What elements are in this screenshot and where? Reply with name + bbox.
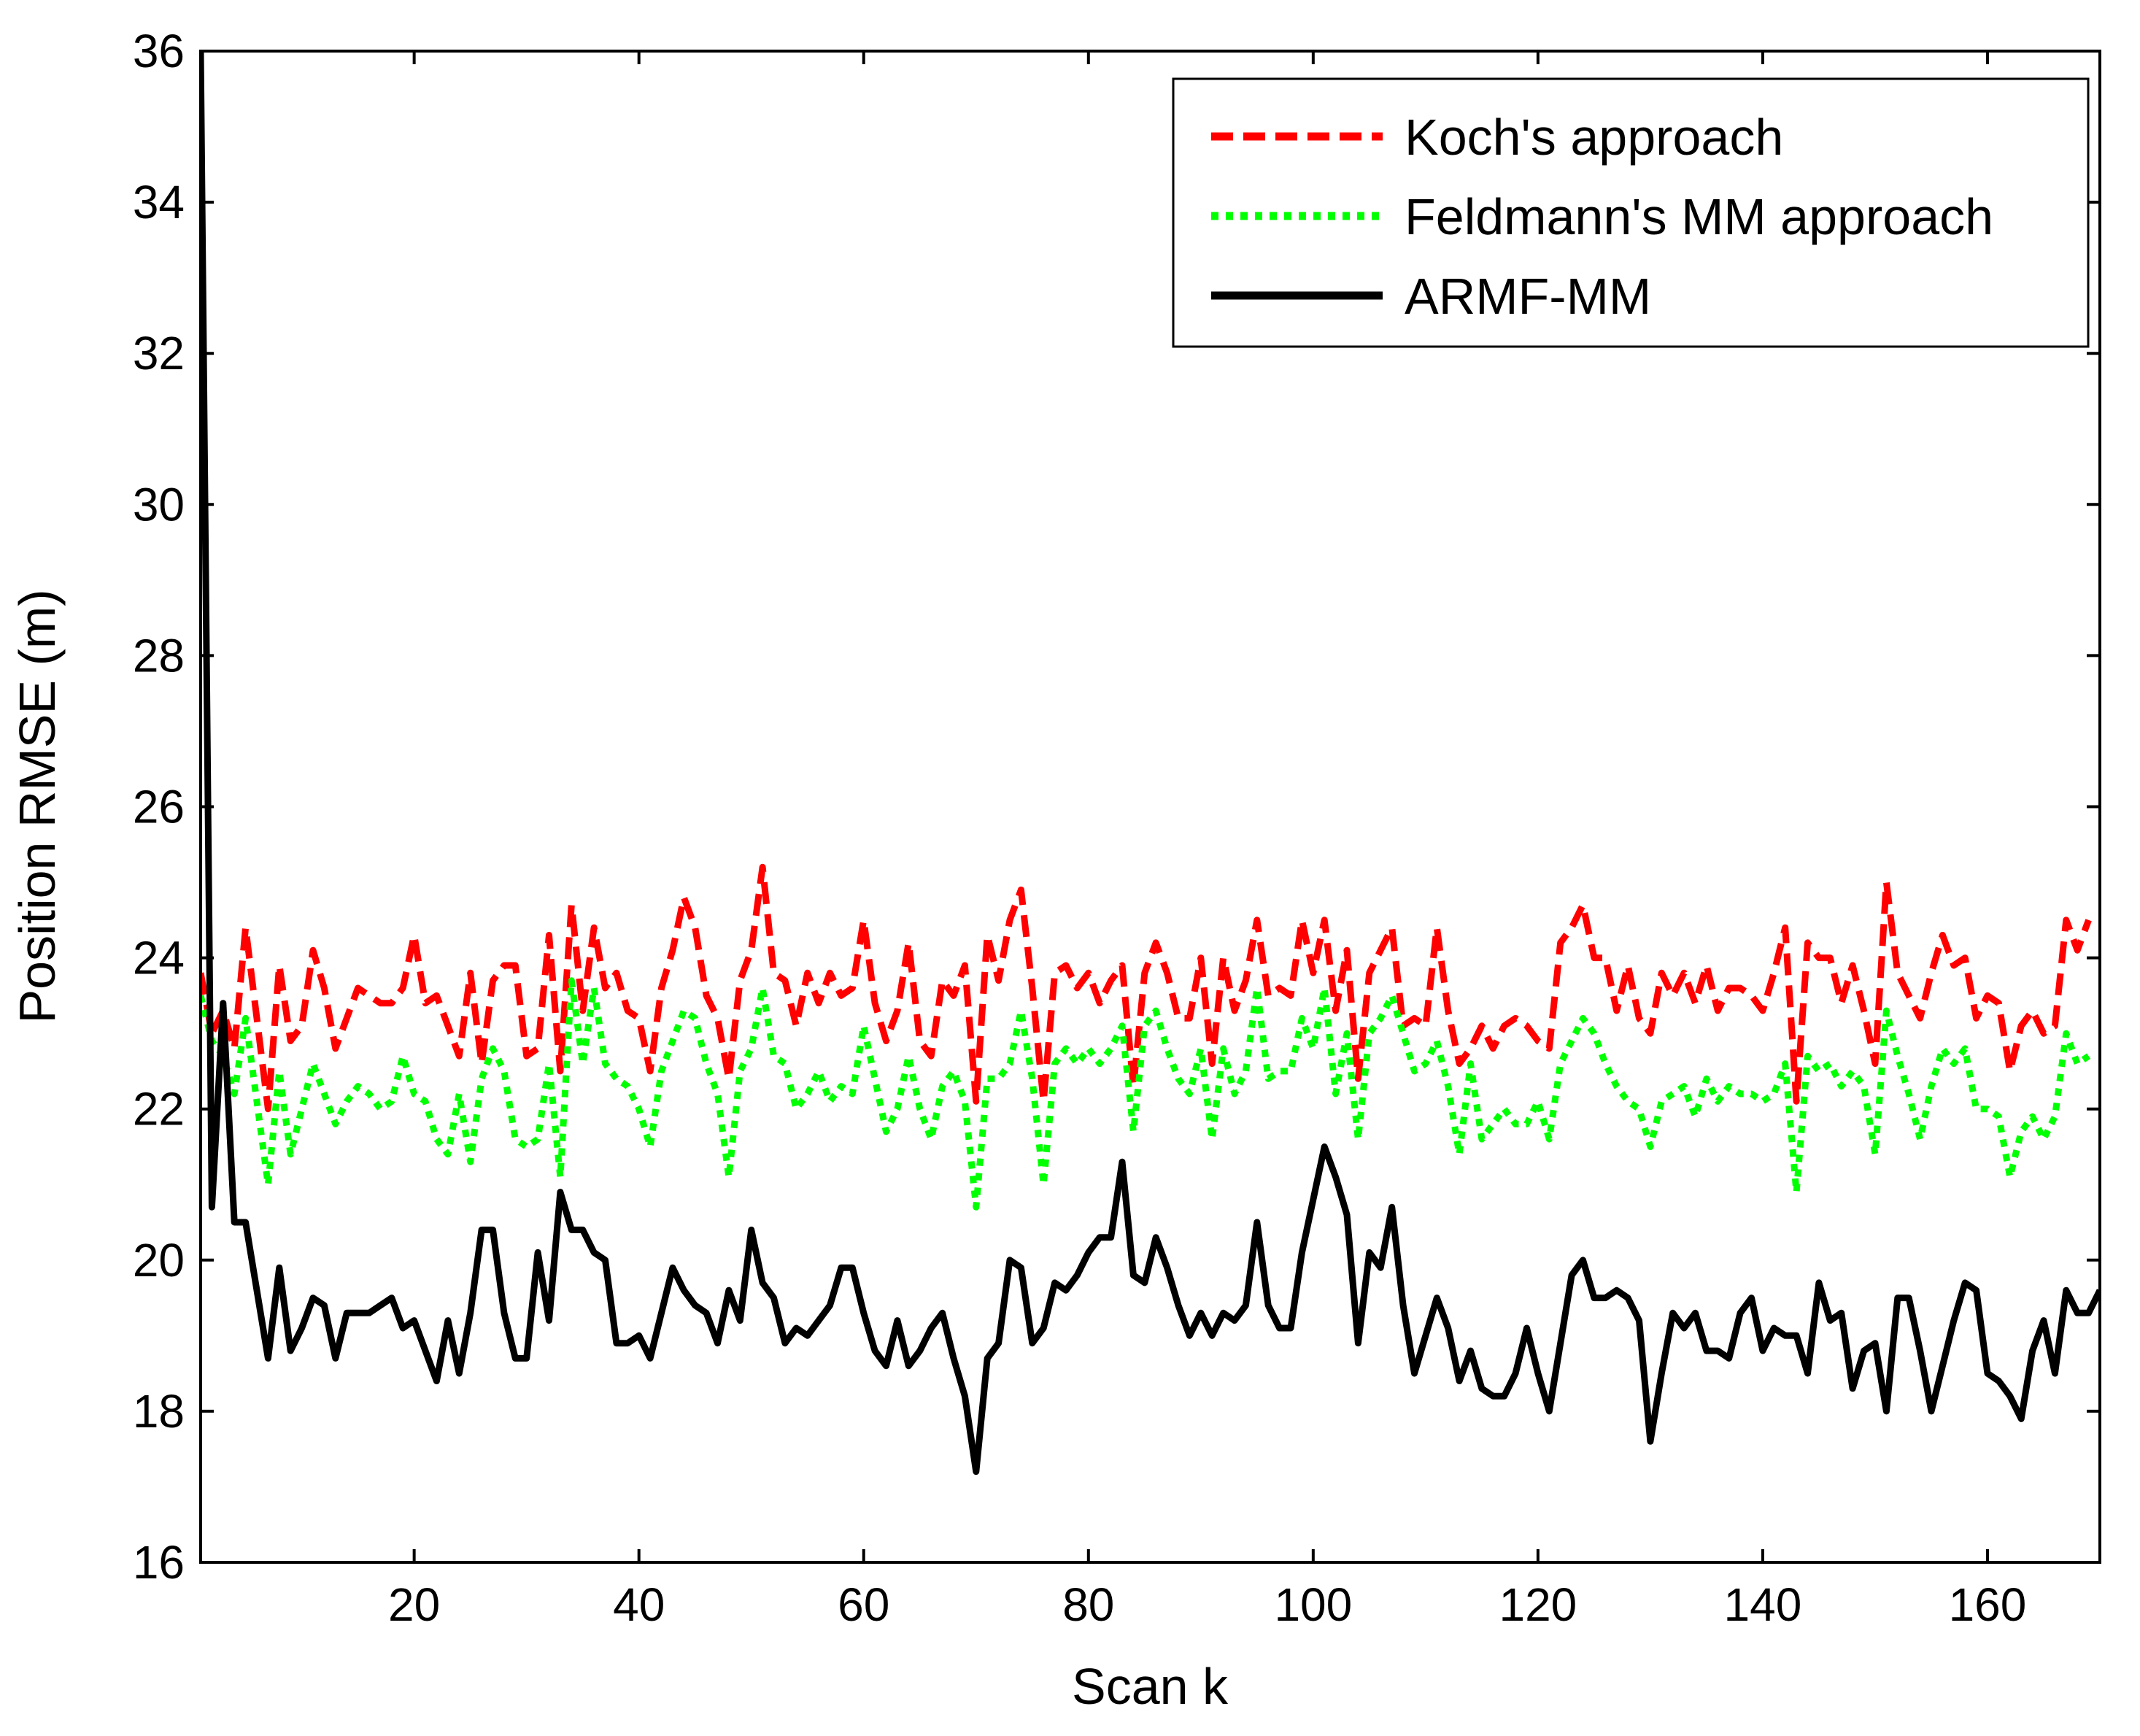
series-armf-mm — [201, 51, 2100, 1475]
y-tick-label: 30 — [133, 478, 185, 531]
y-tick-label: 22 — [133, 1083, 185, 1135]
x-tick-label: 80 — [1062, 1578, 1114, 1631]
y-tick-label: 36 — [133, 25, 185, 77]
y-tick-label: 28 — [133, 629, 185, 682]
x-tick-label: 120 — [1499, 1578, 1577, 1631]
y-axis-label: Position RMSE (m) — [9, 589, 66, 1023]
legend: Koch's approach Feldmann's MM approach A… — [1172, 77, 2090, 348]
y-tick-label: 32 — [133, 327, 185, 379]
legend-label-koch: Koch's approach — [1405, 109, 1783, 166]
series-layer — [201, 51, 2100, 1475]
series-line — [201, 51, 2100, 1475]
y-tick-label: 24 — [133, 932, 185, 984]
y-tick-label: 26 — [133, 781, 185, 833]
x-tick-label: 60 — [838, 1578, 889, 1631]
x-tick-label: 140 — [1724, 1578, 1802, 1631]
x-tick-label: 100 — [1274, 1578, 1352, 1631]
tick-label-layer: 16 18 20 22 24 26 28 30 32 34 36 20 40 60 80 100 120 140 1… — [133, 25, 2027, 1631]
x-tick-label: 160 — [1949, 1578, 2027, 1631]
x-tick-label: 40 — [613, 1578, 665, 1631]
x-axis-label: Scan k — [1072, 1658, 1229, 1715]
series-line — [201, 863, 2092, 1113]
x-tick-label: 20 — [388, 1578, 440, 1631]
legend-label-armf: ARMF-MM — [1405, 268, 1651, 325]
y-tick-label: 34 — [133, 176, 185, 228]
y-tick-label: 20 — [133, 1234, 185, 1286]
y-tick-label: 18 — [133, 1385, 185, 1438]
legend-label-feldmann: Feldmann's MM approach — [1405, 188, 1993, 245]
y-tick-label: 16 — [133, 1536, 185, 1589]
series-koch-s-approach — [201, 863, 2092, 1113]
tick-layer — [201, 50, 2100, 1564]
legend-box — [1172, 77, 2090, 348]
